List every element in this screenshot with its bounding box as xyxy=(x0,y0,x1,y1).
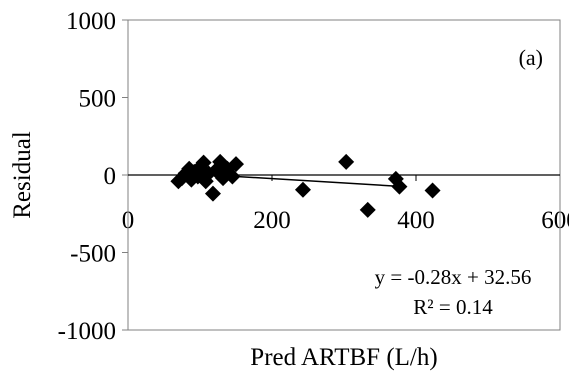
trendline xyxy=(178,172,402,188)
y-axis-title: Residual xyxy=(9,131,36,219)
x-tick-label: 400 xyxy=(397,207,435,234)
data-point xyxy=(359,201,376,218)
data-point xyxy=(204,185,221,202)
data-point xyxy=(338,153,355,170)
data-point xyxy=(424,182,441,199)
y-tick-label: 0 xyxy=(104,163,117,190)
y-axis-ticks: 1000 500 0 -500 -1000 xyxy=(58,8,128,345)
x-tick-label: 200 xyxy=(253,207,291,234)
x-tick-label: 600 xyxy=(541,207,569,234)
data-point xyxy=(228,156,244,173)
y-tick-label: 500 xyxy=(79,86,117,113)
trendline-equation: y = -0.28x + 32.56 xyxy=(375,265,532,289)
x-axis-ticks: 0200400600 xyxy=(122,175,569,234)
x-axis-title: Pred ARTBF (L/h) xyxy=(250,344,437,371)
r-squared-label: R² = 0.14 xyxy=(413,295,493,319)
data-point xyxy=(294,181,311,198)
y-tick-label: -500 xyxy=(70,241,116,268)
y-tick-label: -1000 xyxy=(58,318,116,345)
panel-label: (a) xyxy=(519,45,543,70)
y-tick-label: 1000 xyxy=(66,8,116,35)
